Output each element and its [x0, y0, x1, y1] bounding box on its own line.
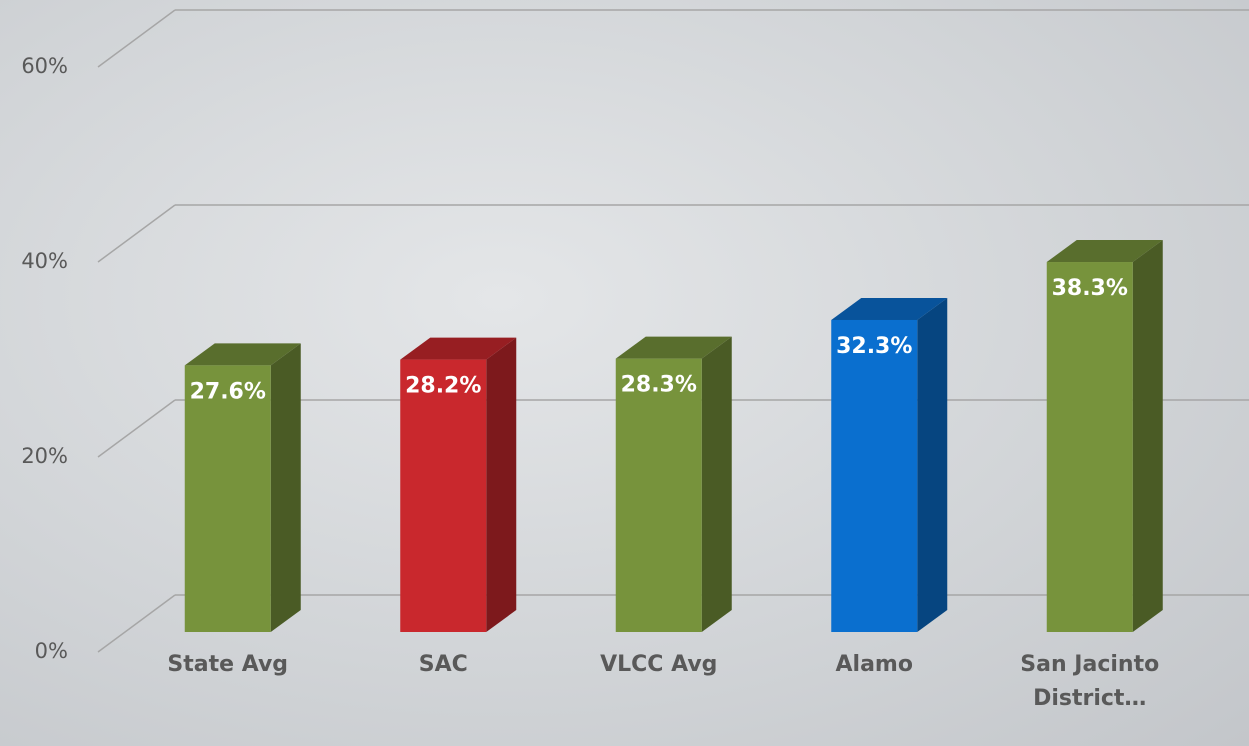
x-tick-label: VLCC Avg	[584, 648, 734, 682]
bar-side	[702, 337, 732, 632]
value-label: 38.3%	[1052, 276, 1128, 301]
bar-side	[271, 343, 301, 632]
y-tick-label: 60%	[21, 54, 68, 78]
chart-page: 0% 20% 40% 60% 27.6% 28.2% 28.3% 32.3% 38.3% Sta…	[0, 0, 1249, 746]
x-tick-label: State Avg	[153, 648, 303, 682]
bar	[616, 359, 702, 632]
value-label: 27.6%	[190, 379, 266, 404]
bar-side	[917, 298, 947, 632]
bar	[400, 360, 486, 632]
x-tick-label: SAC	[368, 648, 518, 682]
grid-line-side	[98, 595, 175, 652]
bar	[831, 320, 917, 632]
y-tick-label: 40%	[21, 249, 68, 273]
y-tick-label: 0%	[35, 639, 68, 663]
bar-side	[486, 338, 516, 632]
grid-line-side	[98, 10, 175, 67]
bar	[185, 365, 271, 632]
value-label: 32.3%	[836, 334, 912, 359]
grid-line-side	[98, 205, 175, 262]
bar	[1047, 262, 1133, 632]
x-tick-label: San Jacinto District…	[1015, 648, 1165, 716]
bar-side	[1133, 240, 1163, 632]
grid-line-side	[98, 400, 175, 457]
y-tick-label: 20%	[21, 444, 68, 468]
value-label: 28.3%	[621, 373, 697, 398]
x-tick-label: Alamo	[799, 648, 949, 682]
value-label: 28.2%	[405, 374, 481, 399]
chart: 0% 20% 40% 60% 27.6% 28.2% 28.3% 32.3% 38.3%	[0, 0, 1249, 746]
